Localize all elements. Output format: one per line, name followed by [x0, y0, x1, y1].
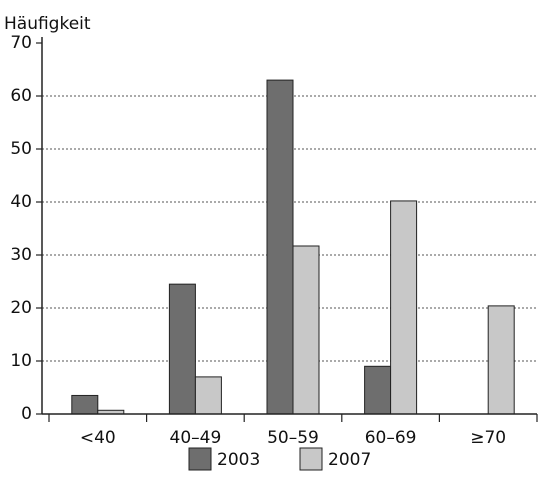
- x-tick-label: 60–69: [365, 428, 417, 448]
- y-tick-label: 70: [10, 33, 32, 53]
- y-tick-label: 10: [10, 351, 32, 371]
- y-axis-label: Häufigkeit: [4, 14, 91, 34]
- x-tick-label: 40–49: [170, 428, 222, 448]
- legend-label: 2003: [217, 450, 260, 470]
- bar: [390, 200, 418, 415]
- y-tick-label: 30: [10, 245, 32, 265]
- x-tick-label: <40: [80, 428, 116, 448]
- bar: [194, 376, 222, 415]
- legend-swatch: [188, 447, 212, 471]
- bar: [487, 305, 515, 415]
- bar: [292, 245, 320, 415]
- bar: [71, 394, 99, 415]
- x-tick-label: 50–59: [267, 428, 319, 448]
- y-tick-label: 20: [10, 298, 32, 318]
- x-tick-label: ≥70: [470, 428, 506, 448]
- legend-label: 2007: [328, 450, 371, 470]
- y-tick-label: 40: [10, 192, 32, 212]
- legend-swatch: [299, 447, 323, 471]
- bar: [266, 79, 294, 415]
- y-tick-label: 60: [10, 86, 32, 106]
- y-tick-label: 50: [10, 139, 32, 159]
- bar: [168, 283, 196, 415]
- y-tick-label: 0: [21, 404, 32, 424]
- bar: [364, 365, 392, 415]
